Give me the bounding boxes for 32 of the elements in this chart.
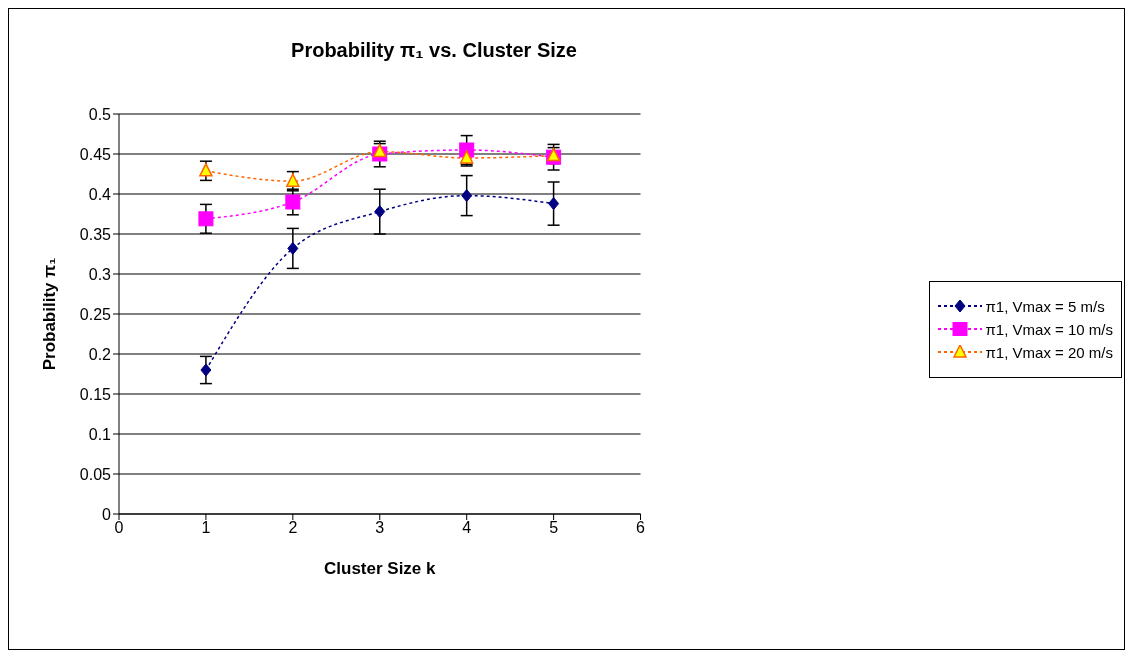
- point: [548, 197, 560, 211]
- x-tick-label: 5: [549, 519, 559, 537]
- y-tick-label: 0.05: [79, 465, 112, 483]
- y-tick-label: 0.45: [79, 145, 112, 163]
- legend-label: π1, Vmax = 10 m/s: [985, 320, 1113, 338]
- point: [199, 163, 213, 177]
- legend-label: π1, Vmax = 5 m/s: [985, 297, 1105, 315]
- y-tick-label: 0.4: [88, 185, 112, 203]
- x-tick-label: 0: [114, 519, 124, 537]
- x-tick-label: 6: [636, 519, 646, 537]
- point: [374, 205, 386, 219]
- y-tick-label: 0.1: [88, 425, 112, 443]
- y-tick-label: 0.35: [79, 225, 112, 243]
- legend-label: π1, Vmax = 20 m/s: [985, 343, 1113, 361]
- y-tick-label: 0.2: [88, 345, 112, 363]
- x-tick-label: 4: [462, 519, 472, 537]
- point: [461, 189, 473, 203]
- x-tick-label: 3: [375, 519, 385, 537]
- y-tick-label: 0.3: [88, 265, 112, 283]
- y-tick-label: 0: [102, 505, 112, 523]
- x-axis-title: Cluster Size k: [324, 559, 437, 578]
- x-tick-label: 2: [288, 519, 298, 537]
- chart-title: Probability π₁ vs. Cluster Size: [290, 39, 578, 62]
- point: [198, 211, 214, 227]
- point: [285, 194, 301, 210]
- y-tick-label: 0.15: [79, 385, 112, 403]
- y-tick-label: 0.5: [88, 105, 112, 123]
- x-tick-label: 1: [201, 519, 211, 537]
- y-axis-title: Probability π₁: [40, 257, 60, 371]
- point: [287, 241, 299, 255]
- y-tick-label: 0.25: [79, 305, 112, 323]
- point: [200, 363, 212, 377]
